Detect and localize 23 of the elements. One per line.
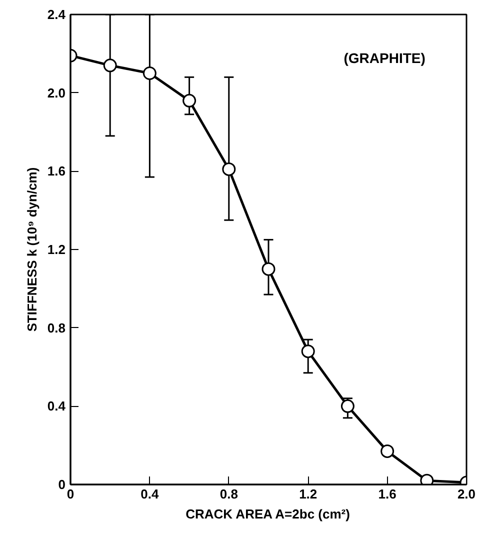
y-tick-label: 0 xyxy=(58,477,66,492)
point xyxy=(103,58,117,72)
point xyxy=(182,94,196,108)
x-tick-label: 1.6 xyxy=(378,486,396,502)
x-tick-label: 0.4 xyxy=(140,486,160,502)
x-axis-title: CRACK AREA A=2bc (cm²) xyxy=(186,506,350,522)
y-tick-label: 0.4 xyxy=(47,398,66,414)
y-tick-label: 0.8 xyxy=(47,320,66,336)
annotation: (GRAPHITE) xyxy=(344,50,426,66)
x-tick-label: 2.0 xyxy=(457,486,476,502)
y-tick-label: 2.0 xyxy=(47,85,66,100)
y-axis-title: STIFFNESS k (10⁹ dyn/cm) xyxy=(24,167,40,332)
y-tick-label: 2.4 xyxy=(47,7,66,22)
point xyxy=(340,399,354,413)
x-tick-label: 1.2 xyxy=(299,486,318,502)
point xyxy=(222,162,236,176)
y-tick-label: 1.2 xyxy=(47,242,66,257)
point xyxy=(262,262,276,276)
point xyxy=(380,444,394,458)
x-tick-label: 0.8 xyxy=(220,486,238,502)
point xyxy=(301,344,315,358)
y-tick-label: 1.6 xyxy=(47,164,66,179)
point xyxy=(142,66,156,80)
